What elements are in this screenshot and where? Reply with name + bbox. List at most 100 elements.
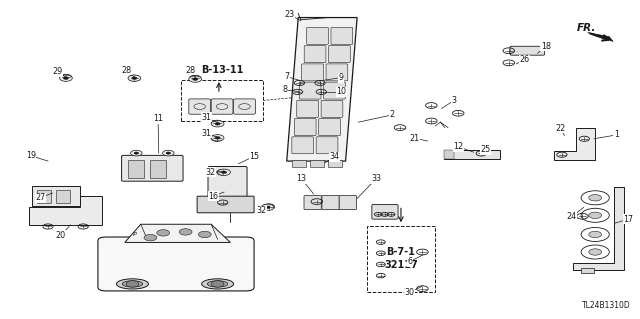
Text: 22: 22 (555, 124, 565, 133)
Text: 2: 2 (390, 110, 395, 119)
Text: 32: 32 (256, 206, 266, 215)
Text: TL24B1310D: TL24B1310D (582, 301, 630, 310)
FancyBboxPatch shape (208, 167, 247, 199)
Bar (581, 268, 594, 273)
FancyBboxPatch shape (304, 46, 326, 63)
Text: 32117: 32117 (384, 260, 418, 271)
Polygon shape (287, 18, 357, 161)
FancyBboxPatch shape (321, 100, 343, 117)
Text: 23: 23 (284, 10, 294, 19)
Text: 3: 3 (452, 96, 457, 105)
FancyBboxPatch shape (211, 99, 233, 114)
FancyBboxPatch shape (294, 119, 316, 136)
Polygon shape (554, 128, 595, 160)
Text: 13: 13 (296, 174, 307, 183)
Text: 20: 20 (56, 231, 66, 240)
Circle shape (131, 150, 142, 156)
FancyBboxPatch shape (322, 196, 339, 210)
Ellipse shape (207, 281, 228, 287)
Text: 30: 30 (404, 288, 415, 297)
Bar (181, 80, 263, 121)
Text: 7: 7 (284, 72, 289, 81)
Text: 19: 19 (26, 151, 36, 160)
Circle shape (589, 212, 602, 219)
Circle shape (218, 169, 230, 175)
Bar (367, 226, 435, 292)
Bar (310, 160, 324, 167)
Circle shape (193, 78, 198, 80)
Text: 27: 27 (35, 193, 45, 202)
FancyBboxPatch shape (307, 27, 328, 44)
Text: 28: 28 (186, 66, 196, 75)
Ellipse shape (122, 281, 143, 287)
Circle shape (157, 230, 170, 236)
Text: 17: 17 (623, 215, 634, 224)
Circle shape (134, 152, 139, 154)
Bar (444, 150, 500, 159)
FancyBboxPatch shape (301, 64, 323, 81)
Circle shape (128, 75, 141, 81)
Circle shape (126, 281, 139, 287)
Bar (328, 160, 342, 167)
FancyBboxPatch shape (292, 137, 314, 154)
FancyBboxPatch shape (98, 237, 254, 291)
Circle shape (211, 135, 224, 141)
Text: 33: 33 (371, 174, 381, 183)
Circle shape (261, 204, 274, 211)
Text: 9: 9 (339, 73, 344, 82)
FancyBboxPatch shape (197, 196, 254, 213)
FancyBboxPatch shape (328, 46, 350, 63)
Circle shape (132, 77, 137, 79)
Text: P: P (132, 232, 136, 237)
Bar (292, 160, 306, 167)
Circle shape (179, 229, 192, 235)
Circle shape (189, 76, 202, 82)
Circle shape (215, 122, 220, 125)
Ellipse shape (202, 279, 234, 289)
Text: B-7-1: B-7-1 (387, 247, 415, 257)
Text: 29: 29 (52, 67, 63, 76)
FancyBboxPatch shape (297, 100, 319, 117)
Text: 1: 1 (614, 130, 619, 139)
Ellipse shape (116, 279, 148, 289)
Circle shape (589, 195, 602, 201)
Text: 25: 25 (480, 145, 490, 154)
Text: 24: 24 (566, 212, 577, 221)
Circle shape (211, 281, 224, 287)
FancyBboxPatch shape (300, 82, 321, 99)
Text: 12: 12 (453, 142, 463, 151)
Circle shape (144, 234, 157, 241)
Circle shape (589, 249, 602, 255)
Polygon shape (573, 187, 624, 270)
Circle shape (166, 152, 171, 154)
Text: 10: 10 (336, 87, 346, 96)
FancyBboxPatch shape (316, 137, 338, 154)
FancyBboxPatch shape (189, 99, 211, 114)
Circle shape (265, 206, 270, 209)
Bar (56, 190, 70, 203)
Text: FR.: FR. (577, 23, 596, 33)
Text: 11: 11 (153, 115, 163, 123)
FancyBboxPatch shape (326, 64, 348, 81)
Polygon shape (29, 196, 102, 225)
Text: 31: 31 (201, 113, 211, 122)
Polygon shape (588, 33, 613, 41)
FancyBboxPatch shape (319, 119, 340, 136)
FancyBboxPatch shape (372, 204, 398, 219)
Circle shape (211, 121, 224, 127)
Text: 15: 15 (249, 152, 259, 161)
FancyBboxPatch shape (234, 99, 255, 114)
Text: 6: 6 (407, 257, 412, 266)
Bar (150, 160, 166, 178)
Text: 16: 16 (208, 192, 218, 201)
FancyBboxPatch shape (331, 27, 353, 44)
Circle shape (215, 137, 220, 139)
Polygon shape (125, 224, 230, 242)
Text: B-13-11: B-13-11 (201, 65, 243, 75)
Circle shape (60, 75, 72, 81)
Circle shape (63, 77, 68, 79)
Circle shape (589, 231, 602, 238)
Bar (128, 160, 144, 178)
Bar (444, 150, 454, 159)
Text: 28: 28 (122, 66, 132, 75)
